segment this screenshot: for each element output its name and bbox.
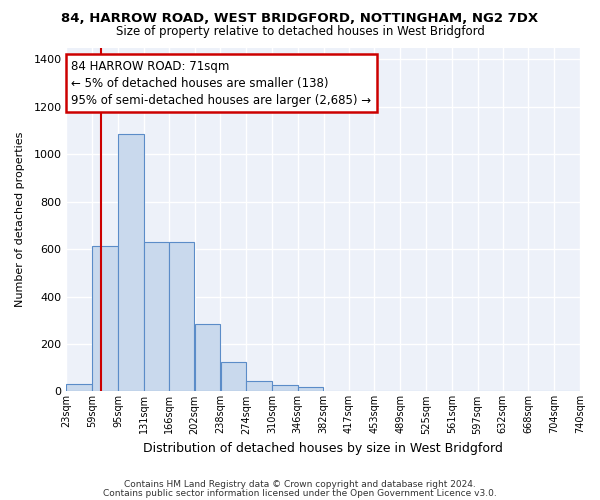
- Bar: [272, 386, 298, 392]
- Bar: [92, 246, 118, 392]
- Text: Size of property relative to detached houses in West Bridgford: Size of property relative to detached ho…: [116, 25, 484, 38]
- Bar: [221, 362, 246, 392]
- Bar: [298, 387, 323, 392]
- Bar: [67, 384, 92, 392]
- Text: Contains HM Land Registry data © Crown copyright and database right 2024.: Contains HM Land Registry data © Crown c…: [124, 480, 476, 489]
- Text: 84, HARROW ROAD, WEST BRIDGFORD, NOTTINGHAM, NG2 7DX: 84, HARROW ROAD, WEST BRIDGFORD, NOTTING…: [61, 12, 539, 26]
- Bar: [118, 134, 143, 392]
- Bar: [144, 242, 169, 392]
- Y-axis label: Number of detached properties: Number of detached properties: [15, 132, 25, 307]
- Bar: [195, 324, 220, 392]
- Bar: [169, 242, 194, 392]
- Text: 84 HARROW ROAD: 71sqm
← 5% of detached houses are smaller (138)
95% of semi-deta: 84 HARROW ROAD: 71sqm ← 5% of detached h…: [71, 60, 371, 106]
- Text: Contains public sector information licensed under the Open Government Licence v3: Contains public sector information licen…: [103, 488, 497, 498]
- Bar: [247, 382, 272, 392]
- X-axis label: Distribution of detached houses by size in West Bridgford: Distribution of detached houses by size …: [143, 442, 503, 455]
